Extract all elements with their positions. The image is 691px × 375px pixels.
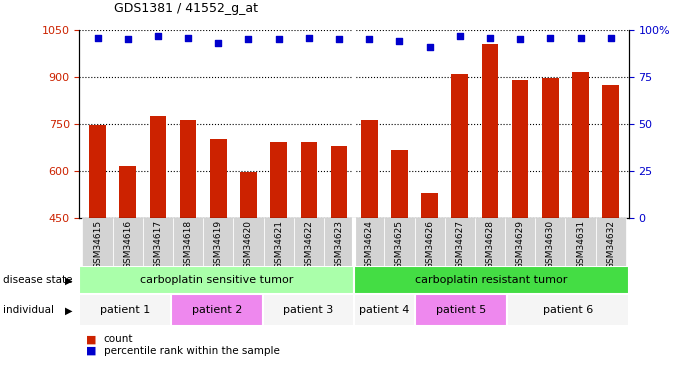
Point: [545, 34, 556, 40]
Point: [575, 34, 586, 40]
Bar: [565, 217, 596, 266]
Bar: [240, 172, 257, 217]
Text: GSM34615: GSM34615: [93, 220, 102, 269]
Text: ▶: ▶: [65, 275, 73, 285]
Text: patient 1: patient 1: [100, 305, 151, 315]
Bar: [415, 217, 445, 266]
Bar: [384, 217, 415, 266]
Text: patient 2: patient 2: [191, 305, 242, 315]
Text: GSM34623: GSM34623: [334, 220, 343, 269]
Point: [182, 34, 193, 40]
Bar: [79, 266, 354, 294]
Point: [153, 33, 164, 39]
Text: GSM34622: GSM34622: [304, 220, 313, 269]
Text: GSM34621: GSM34621: [274, 220, 283, 269]
Text: GSM34618: GSM34618: [184, 220, 193, 269]
Point: [484, 34, 495, 40]
Bar: [445, 217, 475, 266]
Bar: [354, 217, 384, 266]
Bar: [173, 217, 203, 266]
Point: [243, 36, 254, 42]
Text: GSM34624: GSM34624: [365, 220, 374, 269]
Point: [394, 38, 405, 44]
Text: ■: ■: [86, 346, 97, 355]
Point: [273, 36, 284, 42]
Bar: [536, 217, 565, 266]
Bar: [331, 146, 348, 218]
Bar: [354, 266, 629, 294]
Text: GSM34631: GSM34631: [576, 220, 585, 269]
Bar: [150, 116, 167, 218]
Bar: [263, 294, 354, 326]
Point: [303, 34, 314, 40]
Bar: [596, 217, 626, 266]
Bar: [301, 142, 317, 218]
Text: ▶: ▶: [65, 305, 73, 315]
Bar: [542, 78, 558, 218]
Bar: [475, 217, 505, 266]
Bar: [603, 85, 619, 218]
Bar: [507, 294, 629, 326]
Point: [213, 40, 224, 46]
Text: carboplatin sensitive tumor: carboplatin sensitive tumor: [140, 275, 294, 285]
Bar: [210, 140, 227, 218]
Text: patient 3: patient 3: [283, 305, 334, 315]
Text: patient 5: patient 5: [436, 305, 486, 315]
Point: [122, 36, 133, 42]
Bar: [422, 194, 438, 217]
Bar: [324, 217, 354, 266]
Text: count: count: [104, 334, 133, 344]
Text: GSM34632: GSM34632: [606, 220, 615, 269]
Text: patient 6: patient 6: [542, 305, 593, 315]
Bar: [572, 72, 589, 217]
Bar: [171, 294, 263, 326]
Point: [334, 36, 345, 42]
Bar: [294, 217, 324, 266]
Bar: [263, 217, 294, 266]
Text: GSM34630: GSM34630: [546, 220, 555, 269]
Text: GSM34627: GSM34627: [455, 220, 464, 269]
Bar: [270, 142, 287, 218]
Bar: [451, 74, 468, 217]
Text: disease state: disease state: [3, 275, 73, 285]
Bar: [82, 217, 113, 266]
Text: GDS1381 / 41552_g_at: GDS1381 / 41552_g_at: [114, 2, 258, 15]
Point: [605, 34, 616, 40]
Point: [92, 34, 103, 40]
Bar: [391, 150, 408, 217]
Text: GSM34625: GSM34625: [395, 220, 404, 269]
Bar: [361, 120, 377, 218]
Bar: [143, 217, 173, 266]
Text: GSM34620: GSM34620: [244, 220, 253, 269]
Point: [454, 33, 465, 39]
Bar: [482, 44, 498, 218]
Text: percentile rank within the sample: percentile rank within the sample: [104, 346, 280, 355]
Bar: [234, 217, 263, 266]
Bar: [79, 294, 171, 326]
Text: patient 4: patient 4: [359, 305, 410, 315]
Bar: [113, 217, 143, 266]
Bar: [89, 125, 106, 218]
Bar: [354, 294, 415, 326]
Text: GSM34619: GSM34619: [214, 220, 223, 269]
Bar: [120, 166, 136, 218]
Text: individual: individual: [3, 305, 55, 315]
Text: carboplatin resistant tumor: carboplatin resistant tumor: [415, 275, 568, 285]
Bar: [180, 120, 196, 218]
Point: [515, 36, 526, 42]
Bar: [415, 294, 507, 326]
Text: GSM34626: GSM34626: [425, 220, 434, 269]
Text: GSM34616: GSM34616: [123, 220, 132, 269]
Point: [424, 44, 435, 50]
Bar: [512, 80, 529, 218]
Point: [363, 36, 375, 42]
Text: ■: ■: [86, 334, 97, 344]
Text: GSM34628: GSM34628: [486, 220, 495, 269]
Text: GSM34629: GSM34629: [515, 220, 524, 269]
Bar: [505, 217, 536, 266]
Bar: [203, 217, 234, 266]
Text: GSM34617: GSM34617: [153, 220, 162, 269]
